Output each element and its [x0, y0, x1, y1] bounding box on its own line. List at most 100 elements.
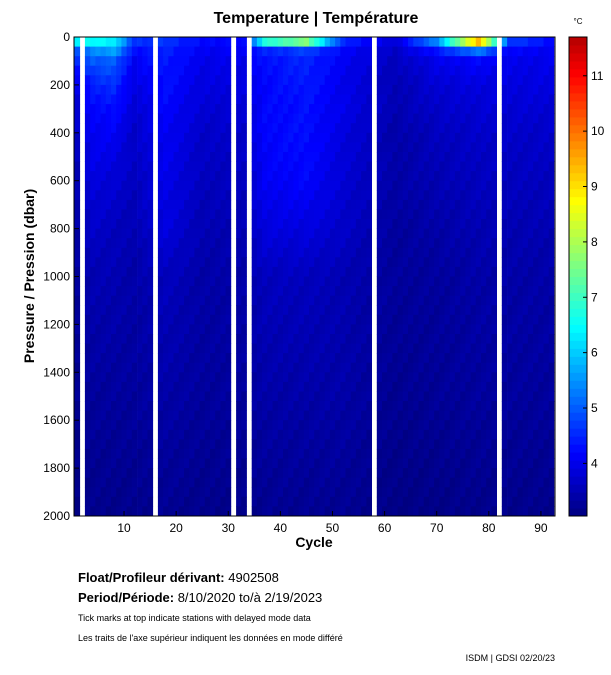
- heatmap-cell: [105, 324, 112, 335]
- heatmap-cell: [303, 104, 310, 115]
- heatmap-cell: [522, 257, 529, 268]
- heatmap-cell: [470, 286, 477, 297]
- heatmap-cell: [439, 487, 445, 498]
- heatmap-cell: [189, 324, 195, 335]
- heatmap-cell: [262, 161, 268, 172]
- heatmap-cell: [126, 429, 133, 440]
- heatmap-cell: [486, 84, 492, 95]
- heatmap-cell: [126, 334, 133, 344]
- heatmap-cell: [366, 94, 372, 105]
- heatmap-cell: [178, 113, 185, 124]
- heatmap-cell: [178, 314, 185, 325]
- heatmap-cell: [392, 314, 398, 325]
- heatmap-cell: [538, 448, 544, 459]
- heatmap-cell: [444, 439, 451, 450]
- heatmap-cell: [402, 496, 409, 507]
- heatmap-cell: [204, 334, 211, 344]
- heatmap-cell: [319, 468, 326, 479]
- heatmap-cell: [90, 46, 96, 57]
- heatmap-cell: [251, 257, 258, 268]
- heatmap-cell: [293, 362, 299, 373]
- heatmap-cell: [256, 496, 263, 507]
- heatmap-cell: [418, 65, 425, 76]
- heatmap-cell: [340, 199, 346, 210]
- heatmap-cell: [527, 286, 534, 297]
- heatmap-cell: [126, 496, 133, 507]
- heatmap-cell: [387, 94, 393, 105]
- heatmap-cell: [157, 46, 164, 57]
- heatmap-cell: [335, 113, 341, 124]
- heatmap-cell: [194, 65, 200, 76]
- heatmap-cell: [298, 84, 305, 95]
- heatmap-cell: [507, 487, 513, 498]
- heatmap-cell: [538, 209, 544, 220]
- heatmap-cell: [277, 420, 284, 431]
- heatmap-cell: [168, 305, 174, 316]
- heatmap-cell: [147, 65, 154, 76]
- heatmap-cell: [314, 401, 320, 411]
- heatmap-cell: [324, 180, 331, 191]
- heatmap-cell: [199, 458, 206, 469]
- heatmap-cell: [267, 56, 273, 67]
- heatmap-cell: [74, 276, 81, 287]
- heatmap-cell: [340, 104, 346, 115]
- heatmap-cell: [376, 104, 383, 115]
- heatmap-cell: [454, 75, 461, 86]
- heatmap-cell: [90, 420, 96, 431]
- heatmap-cell: [481, 286, 487, 297]
- heatmap-cell: [267, 353, 273, 364]
- heatmap-cell: [220, 56, 226, 67]
- heatmap-cell: [470, 487, 477, 498]
- heatmap-cell: [74, 448, 81, 459]
- heatmap-cell: [100, 65, 107, 76]
- heatmap-cell: [439, 439, 445, 450]
- heatmap-cell: [121, 228, 127, 239]
- heatmap-cell: [194, 209, 200, 220]
- heatmap-cell: [131, 295, 138, 306]
- heatmap-cell: [423, 448, 430, 459]
- heatmap-cell: [329, 46, 336, 57]
- heatmap-cell: [444, 104, 451, 115]
- heatmap-cell: [241, 180, 247, 191]
- heatmap-cell: [366, 199, 372, 210]
- heatmap-cell: [272, 458, 279, 469]
- heatmap-cell: [272, 353, 279, 364]
- heatmap-cell: [147, 314, 154, 325]
- heatmap-cell: [262, 104, 268, 115]
- heatmap-cell: [533, 305, 539, 316]
- heatmap-cell: [189, 123, 195, 134]
- heatmap-cell: [475, 458, 482, 469]
- heatmap-cell: [434, 334, 440, 344]
- heatmap-cell: [543, 372, 550, 383]
- heatmap-cell: [491, 37, 497, 47]
- heatmap-cell: [382, 46, 388, 57]
- heatmap-cell: [361, 381, 367, 392]
- heatmap-cell: [220, 132, 226, 143]
- heatmap-cell: [434, 228, 440, 239]
- heatmap-cell: [184, 429, 190, 440]
- heatmap-cell: [382, 180, 388, 191]
- heatmap-cell: [303, 190, 310, 201]
- heatmap-cell: [157, 65, 164, 76]
- heatmap-cell: [293, 334, 299, 344]
- heatmap-cell: [303, 180, 310, 191]
- heatmap-cell: [350, 314, 357, 325]
- heatmap-cell: [194, 391, 200, 402]
- heatmap-cell: [163, 468, 169, 479]
- heatmap-cell: [376, 228, 383, 239]
- heatmap-cell: [350, 324, 357, 335]
- heatmap-cell: [137, 487, 143, 498]
- heatmap-cell: [361, 238, 367, 249]
- heatmap-cell: [251, 448, 258, 459]
- heatmap-cell: [100, 334, 107, 344]
- heatmap-cell: [423, 190, 430, 201]
- heatmap-cell: [241, 324, 247, 335]
- heatmap-cell: [184, 314, 190, 325]
- heatmap-cell: [309, 266, 315, 277]
- heatmap-cell: [361, 104, 367, 115]
- heatmap-cell: [319, 343, 326, 354]
- heatmap-cell: [277, 334, 284, 344]
- heatmap-cell: [215, 343, 221, 354]
- heatmap-cell: [100, 75, 107, 86]
- heatmap-cell: [418, 381, 425, 392]
